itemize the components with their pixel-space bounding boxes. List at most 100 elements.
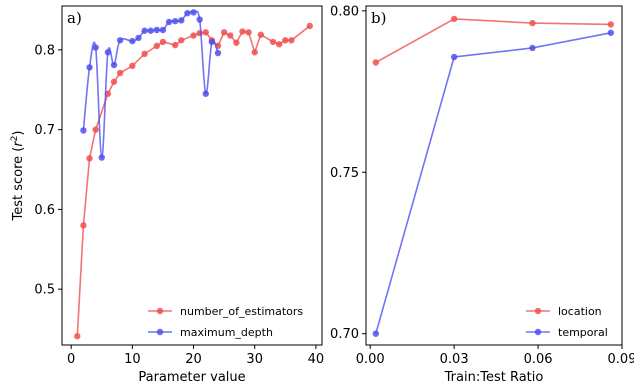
data-point (607, 29, 615, 36)
panel-a-marks (74, 9, 313, 340)
x-tick-label: 0.03 (440, 352, 469, 367)
legend-marker (534, 307, 542, 315)
data-point (208, 38, 216, 46)
series-line (375, 32, 611, 334)
data-point (74, 333, 81, 340)
data-point (214, 49, 222, 57)
series-line (375, 18, 611, 64)
series-maximum-depth (80, 9, 222, 161)
data-point (92, 126, 99, 133)
data-point (110, 78, 118, 85)
data-point (165, 18, 173, 26)
data-point (178, 37, 185, 44)
panel-a-x-ticks: 0 10 20 30 40 (67, 345, 324, 367)
data-point (202, 90, 209, 97)
x-tick-label: 0 (67, 352, 75, 367)
data-point (257, 31, 265, 38)
data-point (147, 27, 154, 34)
data-point (116, 69, 124, 77)
data-point (450, 15, 458, 23)
x-tick-label: 0.00 (356, 352, 385, 367)
data-point (184, 9, 191, 17)
panel-b-label: b) (371, 9, 386, 27)
data-point (450, 53, 458, 61)
legend-marker (534, 328, 542, 336)
data-point (239, 28, 246, 35)
data-point (159, 26, 167, 34)
data-point (275, 41, 283, 48)
data-point (196, 16, 203, 23)
y-tick-label: 0.70 (330, 327, 359, 342)
y-tick-label: 0.7 (34, 123, 55, 138)
data-point (153, 42, 161, 50)
data-point (251, 49, 258, 56)
legend-marker (156, 328, 164, 336)
data-point (288, 37, 295, 44)
panel-b-y-ticks: 0.70 0.75 0.80 (330, 4, 366, 342)
data-point (529, 44, 536, 52)
panel-b: 0.00 0.03 0.06 0.09 0.70 0.75 0.80 b) Train:T… (330, 4, 634, 385)
panel-a-legend: number_of_estimators maximum_depth (148, 305, 303, 339)
legend-label: location (558, 305, 602, 318)
x-tick-label: 20 (185, 352, 202, 367)
legend-label: temporal (558, 326, 608, 339)
data-point (129, 37, 136, 45)
data-point (135, 34, 142, 42)
y-tick-label: 0.75 (330, 166, 359, 181)
data-point (245, 29, 252, 36)
data-point (306, 22, 313, 30)
data-point (116, 37, 124, 44)
legend-marker (156, 307, 164, 315)
x-tick-label: 0.06 (524, 352, 553, 367)
data-point (190, 32, 197, 39)
data-point (86, 64, 93, 71)
data-point (529, 19, 536, 27)
x-tick-label: 0.09 (608, 352, 634, 367)
panel-a: 0 10 20 30 40 0.5 0.6 0.7 0.8 a) Parameter valu… (10, 5, 324, 385)
panel-b-x-axis-label: Train:Test Ratio (444, 370, 544, 385)
data-point (98, 154, 105, 161)
data-point (153, 26, 161, 34)
data-point (227, 32, 234, 39)
data-point (233, 39, 240, 46)
data-point (104, 49, 112, 56)
panel-b-legend: location temporal (526, 305, 608, 339)
data-point (607, 21, 615, 28)
legend-label: number_of_estimators (180, 305, 303, 318)
series-line (76, 25, 311, 337)
x-tick-label: 40 (308, 352, 325, 367)
data-point (171, 17, 179, 25)
data-point (282, 37, 289, 44)
data-point (178, 17, 185, 24)
y-tick-label: 0.6 (34, 203, 55, 218)
data-point (190, 9, 197, 16)
legend-label: maximum_depth (180, 326, 273, 339)
panel-a-label: a) (67, 9, 82, 27)
series-location (372, 15, 615, 66)
data-point (141, 50, 148, 58)
data-point (171, 41, 179, 49)
y-tick-label: 0.8 (34, 43, 55, 58)
y-tick-label: 0.80 (330, 4, 359, 19)
panel-b-frame (365, 5, 623, 346)
panel-a-y-ticks: 0.5 0.6 0.7 0.8 (34, 43, 62, 298)
series-number-of-estimators (74, 22, 313, 340)
x-tick-label: 30 (246, 352, 263, 367)
data-point (372, 59, 379, 66)
data-point (196, 29, 203, 37)
data-point (269, 38, 277, 46)
panel-b-x-ticks: 0.00 0.03 0.06 0.09 (356, 345, 634, 367)
data-point (86, 155, 93, 162)
series-temporal (372, 29, 615, 337)
data-point (80, 127, 87, 134)
panel-a-frame (61, 5, 323, 346)
data-point (129, 62, 136, 70)
panel-b-marks (372, 15, 615, 337)
y-tick-label: 0.5 (34, 283, 55, 298)
data-point (372, 330, 379, 337)
panel-a-x-axis-label: Parameter value (138, 370, 245, 385)
data-point (202, 29, 209, 36)
data-point (220, 29, 228, 36)
data-point (80, 222, 87, 229)
